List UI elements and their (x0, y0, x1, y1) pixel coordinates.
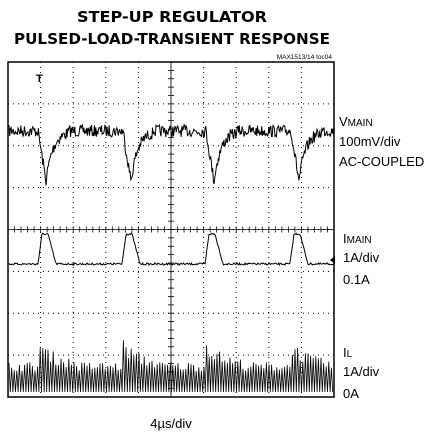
trace-scale: 100mV/div (339, 134, 401, 149)
title-line: STEP-UP REGULATOR (77, 8, 268, 26)
imain-wave (8, 232, 335, 267)
trace-symbol: I (343, 345, 347, 360)
trigger-marker: T (36, 73, 43, 85)
trace-sub: MAIN (347, 235, 372, 246)
trace-symbol: V (339, 114, 348, 129)
trace-note: AC-COUPLED (339, 154, 424, 169)
trace-sub: L (347, 349, 353, 360)
title-line: PULSED-LOAD-TRANSIENT RESPONSE (14, 30, 330, 48)
trace-name: IL (343, 345, 353, 360)
il-wave (8, 340, 334, 393)
waveforms (8, 123, 335, 393)
figure-id: MAX1513/14 toc04 (277, 54, 333, 61)
trace-note: 0.1A (343, 272, 370, 287)
trace-name: IMAIN (343, 231, 372, 246)
grid (7, 61, 335, 398)
vmain-wave (8, 123, 335, 186)
trace-scale: 1A/div (343, 364, 380, 379)
trace-sub: MAIN (348, 118, 373, 129)
trace-name: VMAIN (339, 114, 373, 129)
trace-symbol: I (343, 231, 347, 246)
timebase: 4µs/div (150, 416, 192, 431)
trace-scale: 1A/div (343, 250, 380, 265)
trace-note: 0A (343, 386, 359, 401)
ground-marker (330, 256, 335, 264)
